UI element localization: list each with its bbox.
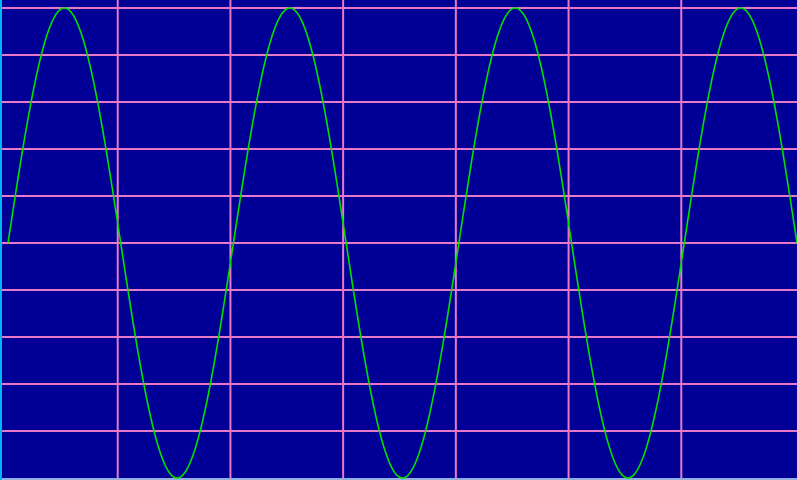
sine-wave-series bbox=[7, 7, 797, 479]
grid-vertical-lines bbox=[116, 0, 683, 480]
grid-horizontal-lines bbox=[0, 7, 797, 480]
